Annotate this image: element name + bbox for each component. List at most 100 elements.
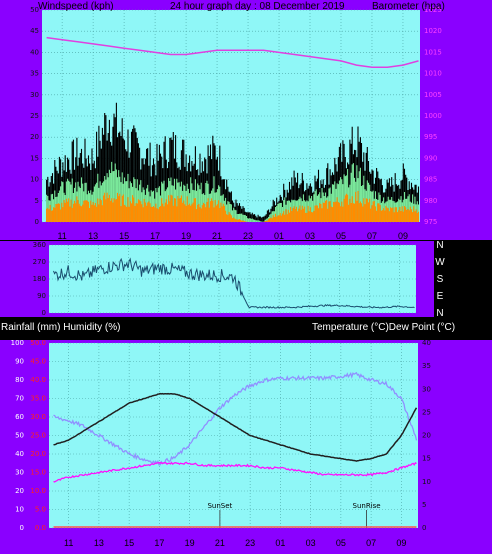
rain-tick-label: 25.0 xyxy=(30,432,46,440)
sun-annotation-label: SunSet xyxy=(207,502,232,510)
wind-right-tick-label: 980 xyxy=(424,197,437,205)
wind-left-label: Windspeed (kph) xyxy=(38,1,114,12)
temp-right-tick-label: 10 xyxy=(422,478,431,486)
wind-x-tick-label: 21 xyxy=(212,231,222,241)
rain-tick-label: 40.0 xyxy=(30,376,46,384)
wind-x-tick-label: 13 xyxy=(88,231,98,241)
humidity-tick-label: 50 xyxy=(15,432,24,440)
compass-label: S xyxy=(437,274,444,285)
wind-x-tick-label: 11 xyxy=(57,231,66,241)
wind-left-tick-label: 45 xyxy=(30,27,39,35)
wind-x-tick-label: 17 xyxy=(150,231,160,241)
humidity-tick-label: 70 xyxy=(15,395,24,403)
temp-right-label: Temperature (°C)Dew Point (°C) xyxy=(312,322,455,333)
rain-tick-label: 30.0 xyxy=(30,413,46,421)
temp-x-tick-label: 13 xyxy=(94,538,104,548)
temp-right-tick-label: 15 xyxy=(422,455,431,463)
compass-label: N xyxy=(436,240,443,251)
wind-right-tick-label: 995 xyxy=(424,133,437,141)
rain-tick-label: 50.0 xyxy=(30,339,46,347)
rain-tick-label: 35.0 xyxy=(30,395,46,403)
wind-x-tick-label: 09 xyxy=(398,231,408,241)
wind-left-tick-label: 10 xyxy=(30,176,39,184)
humidity-tick-label: 90 xyxy=(15,358,24,366)
wind-low-series xyxy=(46,190,420,222)
wind-left-tick-label: 35 xyxy=(30,70,39,78)
compass-label: N xyxy=(436,308,443,319)
wind-x-tick-label: 07 xyxy=(367,231,377,241)
humidity-tick-label: 40 xyxy=(15,450,24,458)
direction-tick-label: 270 xyxy=(33,258,46,266)
rain-tick-label: 10.0 xyxy=(30,487,46,495)
wind-right-tick-label: 1005 xyxy=(424,91,442,99)
wind-right-tick-label: 975 xyxy=(424,218,437,226)
wind-left-tick-label: 20 xyxy=(30,133,39,141)
temp-right-tick-label: 0 xyxy=(422,524,426,532)
temp-x-tick-label: 23 xyxy=(245,538,255,548)
wind-x-tick-label: 05 xyxy=(336,231,346,241)
temp-x-tick-label: 19 xyxy=(185,538,195,548)
wind-left-tick-label: 0 xyxy=(35,218,39,226)
wind-right-tick-label: 1015 xyxy=(424,48,442,56)
wind-right-tick-label: 1000 xyxy=(424,112,442,120)
temp-x-tick-label: 11 xyxy=(64,538,73,548)
rain-tick-label: 45.0 xyxy=(30,358,46,366)
humidity-tick-label: 100 xyxy=(11,339,24,347)
temp-x-tick-label: 05 xyxy=(336,538,346,548)
temp-right-tick-label: 25 xyxy=(422,408,431,416)
rain-tick-label: 20.0 xyxy=(30,450,46,458)
wind-x-tick-label: 19 xyxy=(181,231,191,241)
temp-x-tick-label: 21 xyxy=(215,538,225,548)
humidity-tick-label: 0 xyxy=(20,524,24,532)
wind-right-label: Barometer (hpa) xyxy=(372,1,445,12)
temp-x-tick-label: 17 xyxy=(154,538,164,548)
temp-right-tick-label: 35 xyxy=(422,362,431,370)
humidity-tick-label: 80 xyxy=(15,376,24,384)
wind-x-tick-label: 03 xyxy=(305,231,315,241)
humidity-series xyxy=(53,371,418,466)
rain-tick-label: 15.0 xyxy=(30,469,46,477)
compass-label: W xyxy=(435,257,445,268)
temp-x-tick-label: 01 xyxy=(275,538,285,548)
rain-tick-label: 5.0 xyxy=(35,506,46,514)
direction-tick-label: 0 xyxy=(42,309,46,317)
dewpoint-series xyxy=(53,461,417,483)
temp-x-tick-label: 15 xyxy=(124,538,134,548)
temp-right-tick-label: 5 xyxy=(422,501,426,509)
direction-series xyxy=(53,257,415,309)
temp-right-tick-label: 20 xyxy=(422,432,431,440)
compass-label: E xyxy=(437,291,444,302)
humidity-tick-label: 30 xyxy=(15,469,24,477)
sun-annotation-label: SunRise xyxy=(353,502,381,510)
wind-title: 24 hour graph day : 08 December 2019 xyxy=(170,1,345,12)
wind-x-tick-label: 01 xyxy=(274,231,284,241)
temp-right-tick-label: 30 xyxy=(422,385,431,393)
wind-right-tick-label: 1010 xyxy=(424,70,442,78)
wind-x-tick-label: 15 xyxy=(119,231,129,241)
rain-tick-label: 0.0 xyxy=(35,524,46,532)
temp-x-tick-label: 03 xyxy=(306,538,316,548)
wind-left-tick-label: 50 xyxy=(30,6,39,14)
wind-right-tick-label: 985 xyxy=(424,176,437,184)
temp-left-label: Rainfall (mm) Humidity (%) xyxy=(1,322,120,333)
temp-plot-area xyxy=(49,343,418,528)
temperature-series xyxy=(53,392,418,462)
wind-left-tick-label: 15 xyxy=(30,154,39,162)
direction-tick-label: 180 xyxy=(33,275,46,283)
direction-tick-label: 90 xyxy=(37,292,46,300)
wind-right-tick-label: 1020 xyxy=(424,27,442,35)
direction-tick-label: 360 xyxy=(33,241,46,249)
wind-left-tick-label: 40 xyxy=(30,48,39,56)
humidity-tick-label: 60 xyxy=(15,413,24,421)
humidity-tick-label: 10 xyxy=(15,506,24,514)
wind-left-tick-label: 5 xyxy=(35,197,39,205)
wind-left-tick-label: 25 xyxy=(30,112,39,120)
humidity-tick-label: 20 xyxy=(15,487,24,495)
wind-right-tick-label: 1025 xyxy=(424,6,442,14)
barometer-series xyxy=(46,36,419,68)
wind-right-tick-label: 990 xyxy=(424,154,437,162)
temp-right-tick-label: 40 xyxy=(422,339,431,347)
wind-left-tick-label: 30 xyxy=(30,91,39,99)
temp-x-tick-label: 09 xyxy=(396,538,406,548)
